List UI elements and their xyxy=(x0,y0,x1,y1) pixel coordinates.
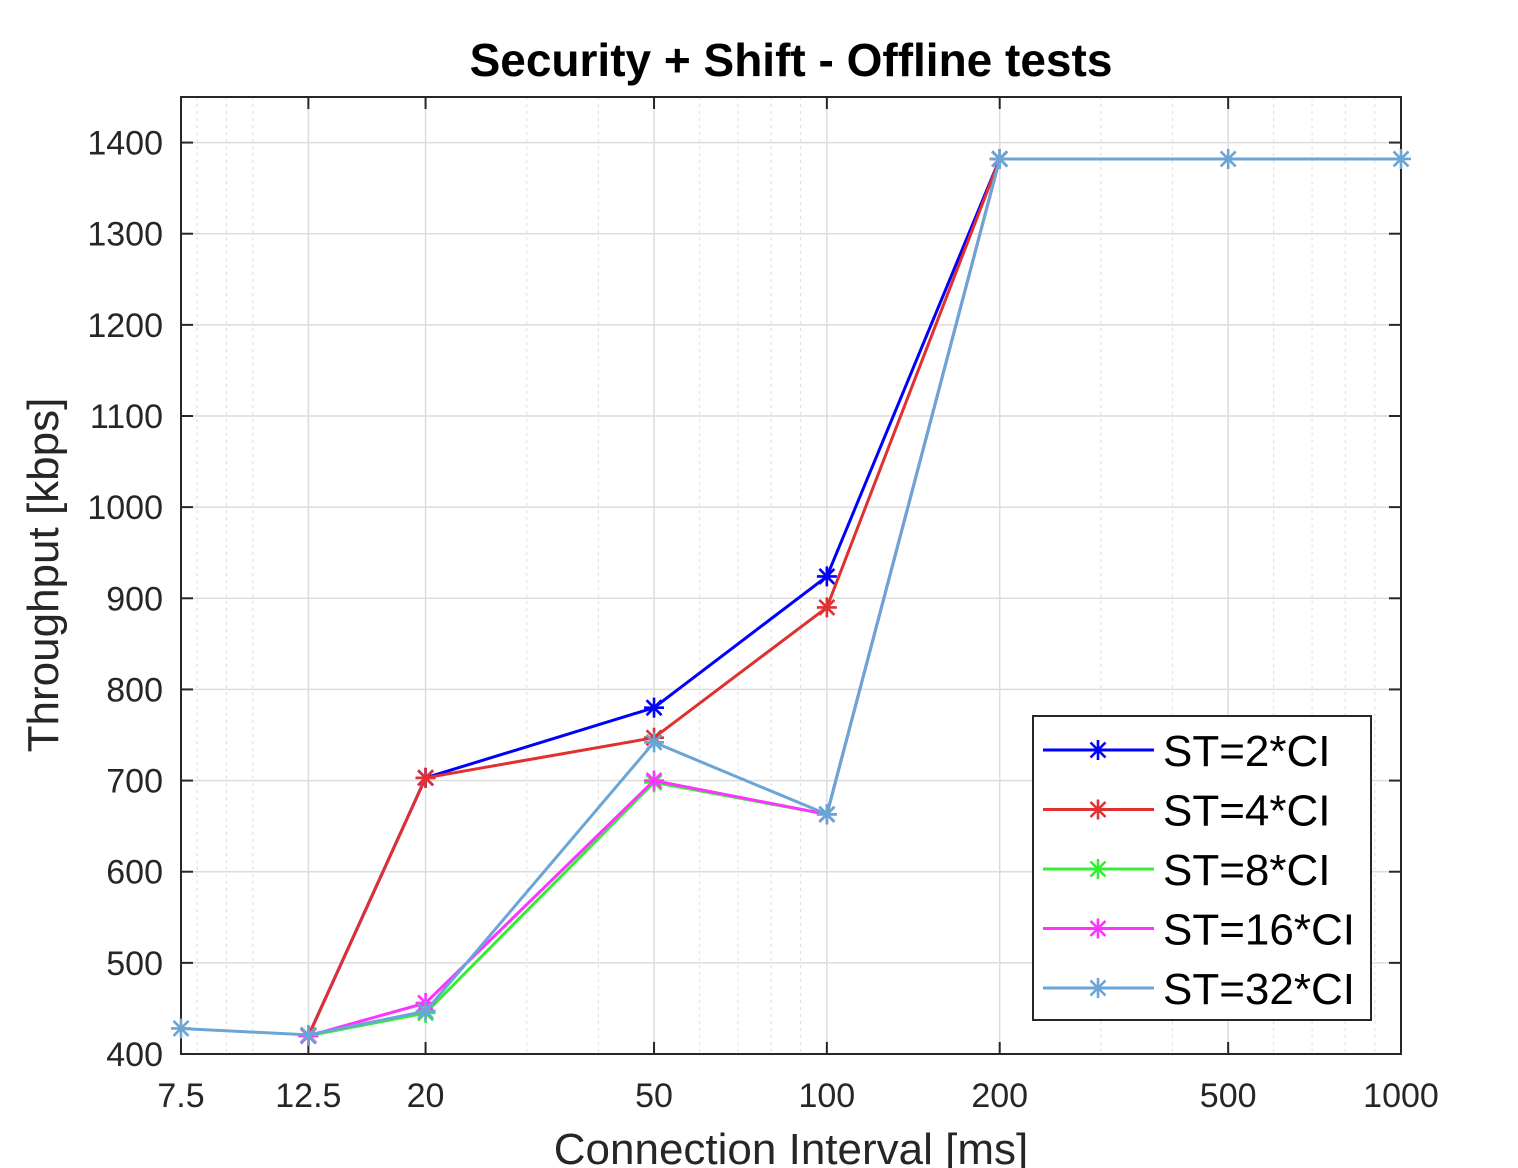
x-tick-label: 12.5 xyxy=(275,1077,341,1115)
chart-title: Security + Shift - Offline tests xyxy=(470,34,1113,86)
data-point xyxy=(415,767,436,788)
legend-label: ST=32*CI xyxy=(1163,965,1355,1014)
y-tick-label: 400 xyxy=(106,1036,163,1074)
y-tick-label: 1200 xyxy=(87,307,163,345)
y-tick-label: 600 xyxy=(106,854,163,892)
data-point xyxy=(1088,978,1108,998)
y-tick-label: 500 xyxy=(106,945,163,983)
x-tick-label: 50 xyxy=(635,1077,673,1115)
x-tick-label: 20 xyxy=(407,1077,445,1115)
legend-item: ST=2*CI xyxy=(1043,727,1331,776)
data-point xyxy=(1088,799,1108,820)
data-point xyxy=(1088,740,1108,760)
plot-frame xyxy=(180,96,1402,1055)
y-tick-label: 900 xyxy=(106,580,163,618)
legend-label: ST=2*CI xyxy=(1163,727,1331,776)
data-point xyxy=(1088,918,1108,939)
data-point xyxy=(1088,859,1108,879)
x-tick-label: 200 xyxy=(971,1077,1028,1115)
legend-label: ST=4*CI xyxy=(1163,787,1331,836)
legend-label: ST=16*CI xyxy=(1163,906,1355,955)
legend-item: ST=8*CI xyxy=(1043,846,1331,895)
legend-label: ST=8*CI xyxy=(1163,846,1331,895)
y-axis-label: Throughput [kbps] xyxy=(19,398,68,753)
data-point xyxy=(816,597,837,618)
data-point xyxy=(644,770,665,791)
axis-ticks: 7.5 12.5 20 50 100 200 500 1000 400 500 600 700 800 9… xyxy=(87,97,1439,1115)
series-group xyxy=(171,148,1411,1046)
data-point xyxy=(171,1018,191,1039)
x-axis-label: Connection Interval [ms] xyxy=(554,1125,1028,1168)
y-tick-label: 800 xyxy=(106,671,163,709)
y-tick-label: 1300 xyxy=(87,216,163,254)
legend: ST=2*CI ST=4*CI ST=8*CI ST=16*CI ST=32*CI xyxy=(1032,715,1372,1021)
x-tick-label: 7.5 xyxy=(157,1077,204,1115)
legend-item: ST=4*CI xyxy=(1043,787,1331,836)
y-tick-label: 700 xyxy=(106,763,163,801)
legend-item: ST=32*CI xyxy=(1043,965,1355,1014)
data-point xyxy=(298,1024,319,1045)
series-line xyxy=(180,157,1401,1037)
legend-item: ST=16*CI xyxy=(1043,906,1355,955)
x-tick-label: 1000 xyxy=(1363,1077,1439,1115)
data-point xyxy=(644,732,665,753)
data-point xyxy=(415,1001,436,1022)
data-point xyxy=(989,148,1010,169)
data-point xyxy=(816,804,837,825)
data-point xyxy=(1391,148,1411,169)
data-point xyxy=(1218,148,1239,169)
y-tick-label: 1400 xyxy=(87,125,163,163)
y-tick-label: 1100 xyxy=(90,398,163,436)
data-point xyxy=(644,697,665,718)
x-tick-label: 500 xyxy=(1200,1077,1257,1115)
series-5 xyxy=(171,148,1411,1045)
data-point xyxy=(816,566,837,587)
x-tick-label: 100 xyxy=(798,1077,855,1115)
y-tick-label: 1000 xyxy=(87,489,163,527)
